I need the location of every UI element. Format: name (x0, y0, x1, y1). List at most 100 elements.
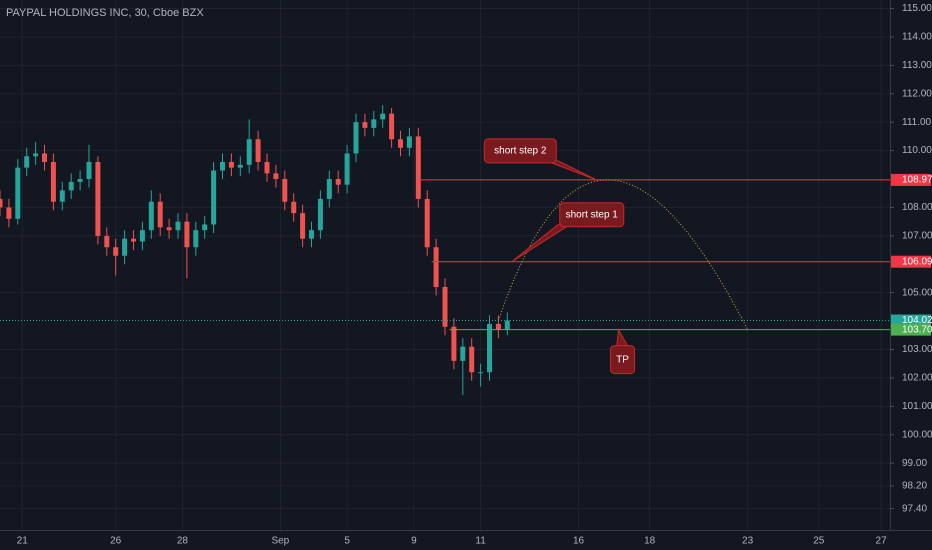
candle-body (291, 201, 297, 214)
candle-body (424, 198, 430, 248)
candle-body (59, 190, 65, 202)
overlays: 115.00 114.00 113.00 112.00 111.00 110.00 108.… (0, 3, 932, 547)
candle-body (95, 161, 101, 236)
candle-body (273, 173, 279, 180)
chart-title: PAYPAL HOLDINGS INC, 30, Cboe BZX (6, 7, 204, 19)
y-tick-label: 113.00 (902, 60, 932, 71)
candle-body (157, 201, 163, 228)
candle-body (469, 346, 475, 373)
candle-body (442, 286, 448, 327)
price-label-box (891, 173, 931, 186)
candle-body (504, 320, 510, 330)
candle-body (228, 161, 234, 168)
candle-body (86, 161, 92, 180)
candle-body (415, 136, 421, 199)
y-tick-label: 105.00 (902, 287, 932, 298)
price-label: 106.09 (902, 256, 932, 267)
candle-body (406, 136, 412, 148)
x-tick-label: 21 (17, 536, 29, 547)
candle-body (6, 207, 12, 219)
x-tick-label: 23 (742, 536, 754, 547)
candle-body (451, 326, 457, 361)
y-tick-label: 108.00 (902, 202, 932, 213)
y-tick-label: 112.00 (902, 88, 932, 99)
candle-body (255, 139, 261, 162)
candle-body (211, 170, 217, 225)
candle-body (122, 238, 128, 256)
x-tick-label: 26 (110, 536, 122, 547)
candle-body (371, 119, 377, 128)
candle-body (0, 198, 3, 208)
callout-box (559, 202, 625, 228)
grid (0, 0, 890, 530)
callout-text: short step 1 (566, 209, 619, 220)
price-label: 108.97 (902, 175, 932, 186)
y-tick-label: 103.00 (902, 344, 932, 355)
candle-body (166, 227, 172, 231)
y-tick-label: 97.40 (902, 503, 927, 514)
candle-body (77, 179, 83, 182)
candle-body (24, 156, 30, 168)
x-tick-label: 9 (411, 536, 417, 547)
candle-body (131, 238, 136, 242)
callout-box (610, 345, 636, 375)
candle-body (362, 122, 368, 128)
x-tick-label: 5 (344, 536, 350, 547)
candle-body (33, 153, 39, 157)
candle-body (495, 323, 501, 330)
candle-body (282, 179, 288, 202)
y-tick-label: 107.00 (902, 230, 932, 241)
price-label-box (891, 314, 931, 327)
price-label-box (891, 323, 931, 336)
y-tick-label: 99.00 (902, 458, 927, 469)
y-tick-label: 111.00 (902, 117, 932, 128)
marks (0, 105, 510, 395)
candle-body (326, 179, 332, 199)
x-tick-label: 27 (876, 536, 888, 547)
candle-body (433, 247, 439, 287)
y-tick-label: 100.00 (902, 429, 932, 440)
x-tick-label: 18 (644, 536, 656, 547)
candle-body (193, 230, 199, 248)
candle-body (246, 139, 252, 165)
y-tick-label: 114.00 (902, 32, 932, 43)
candle-body (50, 161, 56, 202)
price-label: 104.02 (902, 315, 932, 326)
candle-body (175, 221, 181, 231)
candle-body (68, 181, 74, 191)
candle-body (139, 230, 145, 242)
candle-body (353, 122, 359, 154)
y-tick-label: 98.20 (902, 481, 927, 492)
candle-body (237, 164, 243, 168)
y-tick-label: 115.00 (902, 3, 932, 14)
candle-body (317, 198, 323, 231)
y-tick-label: 102.00 (902, 373, 932, 384)
candle-body (113, 247, 119, 256)
candle-body (104, 235, 110, 248)
candle-body (398, 139, 403, 148)
candle-body (300, 213, 306, 239)
x-tick-label: 28 (177, 536, 189, 547)
x-tick-label: 25 (813, 536, 825, 547)
price-label: 103.70 (902, 324, 932, 335)
candle-body (202, 224, 208, 231)
x-tick-label: 11 (475, 536, 486, 547)
candle-body (264, 161, 270, 174)
candle-body (487, 323, 492, 373)
candle-body (478, 372, 484, 374)
y-tick-label: 110.00 (902, 145, 932, 156)
callout-box (483, 138, 557, 164)
y-tick-label: 101.00 (902, 401, 932, 412)
x-tick-label: Sep (271, 536, 289, 547)
callout-text: short step 2 (494, 146, 547, 157)
candle-body (184, 221, 190, 248)
candle-body (460, 346, 466, 361)
candle-body (148, 201, 154, 231)
candle-body (309, 230, 314, 239)
candle-body (335, 179, 341, 185)
candle-body (15, 167, 21, 219)
candle-body (389, 113, 395, 140)
